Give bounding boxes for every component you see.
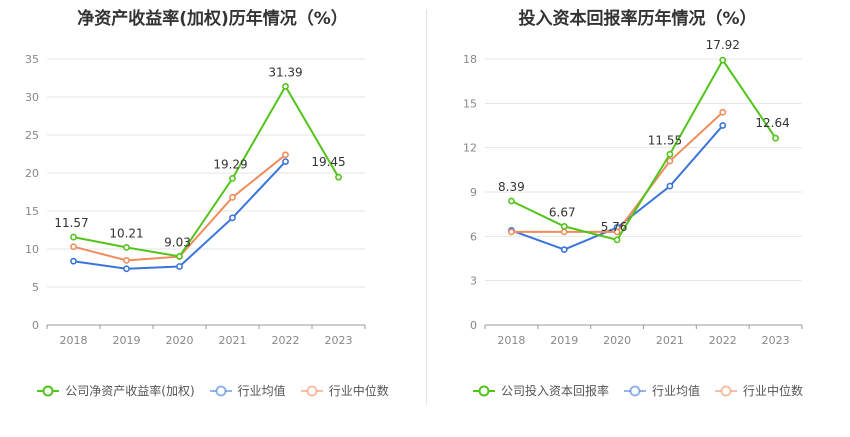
series-line bbox=[73, 160, 287, 270]
data-point bbox=[123, 265, 130, 273]
y-tick-label: 0 bbox=[32, 319, 39, 332]
data-point bbox=[70, 257, 77, 265]
data-point bbox=[719, 122, 727, 129]
y-tick-label: 9 bbox=[470, 186, 477, 199]
roic-line-chart: 0 3 6 9 12 15 18 2018 2019 2020 2021 2022 2023 8.39 6.… bbox=[463, 38, 803, 347]
y-tick-label: 35 bbox=[25, 53, 39, 66]
series-line bbox=[73, 84, 340, 258]
legend-swatch-icon bbox=[209, 385, 232, 396]
data-point bbox=[229, 174, 236, 182]
x-tick-label: 2022 bbox=[272, 334, 300, 347]
chart-title: 净资产收益率(加权)历年情况（%） bbox=[77, 9, 348, 29]
data-point bbox=[508, 228, 515, 236]
data-point bbox=[70, 233, 77, 241]
legend-swatch-icon bbox=[472, 385, 495, 396]
roe-line-chart: 0 5 10 15 20 25 30 35 2018 2019 2020 2021 2022 2023 11… bbox=[25, 53, 366, 347]
data-point bbox=[282, 158, 289, 165]
series-line bbox=[510, 58, 777, 242]
x-tick-label: 2020 bbox=[166, 334, 194, 347]
x-tick-label: 2019 bbox=[550, 334, 578, 347]
data-label: 19.29 bbox=[213, 157, 247, 171]
y-tick-label: 6 bbox=[470, 230, 477, 243]
data-label: 12.64 bbox=[755, 116, 789, 130]
roe-chart-panel: 净资产收益率(加权)历年情况（%） 0 5 10 15 20 25 30 35 2018 2019… bbox=[0, 9, 425, 399]
x-tick-label: 2018 bbox=[497, 334, 525, 347]
data-point bbox=[123, 256, 130, 264]
x-tick-label: 2019 bbox=[113, 334, 141, 347]
data-point bbox=[719, 108, 727, 116]
y-tick-label: 12 bbox=[463, 142, 477, 155]
legend-item[interactable]: 公司投入资本回报率 bbox=[472, 382, 609, 399]
data-point bbox=[772, 134, 779, 142]
data-label: 19.45 bbox=[311, 155, 345, 169]
data-point bbox=[123, 244, 130, 251]
legend-swatch-icon bbox=[623, 385, 646, 396]
legend-item[interactable]: 公司净资产收益率(加权) bbox=[36, 382, 195, 399]
data-point bbox=[560, 223, 568, 230]
legend-label: 行业中位数 bbox=[743, 384, 804, 398]
x-tick-label: 2021 bbox=[219, 334, 247, 347]
y-tick-label: 10 bbox=[25, 243, 39, 256]
legend-swatch-icon bbox=[37, 385, 60, 396]
legend-label: 公司投入资本回报率 bbox=[500, 384, 609, 398]
x-tick-label: 2023 bbox=[762, 334, 790, 347]
legend-item[interactable]: 行业中位数 bbox=[714, 382, 803, 399]
data-point bbox=[508, 197, 515, 205]
panel-divider bbox=[426, 10, 427, 405]
data-point bbox=[613, 228, 621, 236]
y-tick-label: 15 bbox=[463, 97, 477, 110]
legend-item[interactable]: 行业均值 bbox=[209, 382, 286, 399]
data-point bbox=[560, 228, 568, 236]
data-point bbox=[613, 236, 621, 244]
legend-item[interactable]: 行业中位数 bbox=[300, 382, 389, 399]
y-tick-label: 25 bbox=[25, 129, 39, 142]
data-point bbox=[666, 150, 674, 158]
legend-label: 行业中位数 bbox=[328, 384, 389, 398]
chart-title: 投入资本回报率历年情况（%） bbox=[518, 9, 757, 29]
data-label: 10.21 bbox=[109, 226, 143, 240]
data-label: 11.55 bbox=[648, 133, 682, 147]
x-tick-label: 2021 bbox=[656, 334, 684, 347]
data-label: 17.92 bbox=[706, 38, 740, 52]
series-line bbox=[511, 111, 724, 233]
data-label: 9.03 bbox=[164, 235, 191, 249]
y-tick-label: 15 bbox=[25, 205, 39, 218]
data-label: 8.39 bbox=[498, 180, 525, 194]
data-label: 31.39 bbox=[268, 65, 302, 79]
x-tick-label: 2020 bbox=[603, 334, 631, 347]
y-tick-label: 20 bbox=[25, 167, 39, 180]
y-tick-label: 18 bbox=[463, 53, 477, 66]
chart-legend: 公司投入资本回报率 行业均值 行业中位数 bbox=[425, 382, 850, 399]
data-label: 5.76 bbox=[601, 220, 628, 234]
legend-label: 公司净资产收益率(加权) bbox=[65, 384, 195, 398]
data-point bbox=[719, 56, 727, 64]
data-point bbox=[176, 263, 183, 270]
data-point bbox=[335, 173, 342, 181]
legend-swatch-icon bbox=[715, 385, 737, 396]
data-point bbox=[229, 193, 236, 201]
chart-legend: 公司净资产收益率(加权) 行业均值 行业中位数 bbox=[0, 382, 425, 399]
roic-chart-panel: 投入资本回报率历年情况（%） 0 3 6 9 12 15 18 2018 2019 2020 202… bbox=[425, 0, 850, 437]
y-tick-label: 30 bbox=[25, 91, 39, 104]
y-tick-label: 5 bbox=[32, 281, 39, 294]
legend-label: 行业均值 bbox=[237, 384, 286, 398]
data-point bbox=[176, 252, 183, 260]
data-point bbox=[229, 214, 236, 222]
legend-item[interactable]: 行业均值 bbox=[623, 382, 700, 399]
x-tick-label: 2018 bbox=[60, 334, 88, 347]
x-tick-label: 2022 bbox=[709, 334, 737, 347]
data-point bbox=[70, 243, 77, 251]
data-point bbox=[560, 246, 568, 254]
legend-swatch-icon bbox=[300, 385, 323, 396]
legend-label: 行业均值 bbox=[651, 384, 700, 398]
data-label: 11.57 bbox=[54, 216, 88, 230]
data-point bbox=[282, 83, 289, 90]
y-tick-label: 3 bbox=[470, 275, 477, 288]
y-tick-label: 0 bbox=[470, 319, 477, 332]
data-label: 6.67 bbox=[549, 205, 576, 219]
data-point bbox=[666, 182, 674, 190]
x-tick-label: 2023 bbox=[325, 334, 353, 347]
data-point bbox=[282, 151, 289, 159]
data-point bbox=[666, 157, 674, 165]
